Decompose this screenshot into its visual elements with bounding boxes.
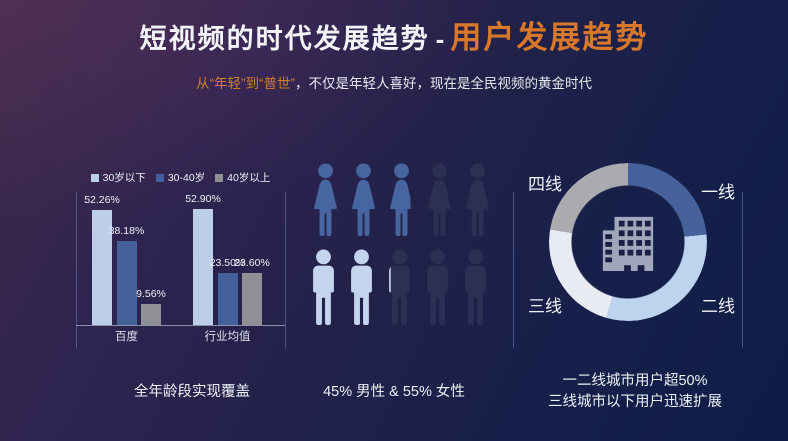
female-icon bbox=[460, 163, 495, 237]
divider bbox=[76, 192, 77, 348]
donut-label-tier4: 四线 bbox=[528, 175, 562, 194]
bar-g0-s2 bbox=[141, 304, 161, 325]
female-icon bbox=[384, 163, 419, 237]
caption-gender: 45% 男性 & 55% 女性 bbox=[323, 384, 465, 400]
category-label: 行业均值 bbox=[204, 331, 251, 343]
subtitle-accent: 从“年轻”到“普世” bbox=[196, 76, 295, 91]
bar-value-label: 52.90% bbox=[185, 192, 221, 205]
bar-g1-s2 bbox=[242, 273, 262, 325]
legend-item: 30-40岁 bbox=[155, 170, 205, 185]
female-icon bbox=[346, 163, 381, 237]
bar-g0-s1 bbox=[116, 241, 137, 325]
gender-row-male bbox=[306, 249, 493, 327]
bar-chart-legend: 30岁以下 30-40岁 40岁以上 bbox=[76, 170, 285, 185]
category-label: 百度 bbox=[115, 331, 138, 343]
divider bbox=[285, 192, 286, 348]
subtitle-rest: ，不仅是年轻人喜好，现在是全民视频的黄金时代 bbox=[294, 76, 592, 91]
title-accent: 用户发展趋势 bbox=[450, 20, 649, 55]
legend-item: 40岁以上 bbox=[215, 170, 270, 185]
female-icon bbox=[422, 163, 457, 237]
bar-value-label: 9.56% bbox=[136, 288, 166, 300]
bar-value-label: 52.26% bbox=[84, 194, 120, 206]
bar-g0-s0 bbox=[92, 210, 112, 325]
title-main: 短视频的时代发展趋势 bbox=[139, 24, 430, 54]
building-icon bbox=[602, 216, 654, 271]
divider bbox=[513, 192, 514, 348]
male-icon bbox=[420, 249, 455, 327]
male-icon bbox=[344, 249, 379, 327]
caption-city-line1: 一二线城市用户超50% bbox=[562, 373, 708, 389]
legend-swatch bbox=[155, 173, 164, 182]
gender-row-female bbox=[308, 163, 495, 237]
bar-g1-s0 bbox=[193, 208, 213, 325]
divider bbox=[742, 192, 743, 348]
donut-label-tier1: 一线 bbox=[701, 183, 735, 202]
caption-age: 全年龄段实现覆盖 bbox=[134, 384, 250, 400]
legend-swatch bbox=[215, 173, 224, 182]
bar-chart-plot: 52.26% 38.18% 9.56% 百度 52.90% 23.50% 23.60% 行业均… bbox=[76, 192, 285, 343]
caption-city-line2: 三线城市以下用户迅速扩展 bbox=[548, 394, 722, 411]
female-icon bbox=[308, 163, 343, 237]
caption-city: 一二线城市用户超50% 三线城市以下用户迅速扩展 bbox=[520, 371, 750, 413]
subtitle: 从“年轻”到“普世”，不仅是年轻人喜好，现在是全民视频的黄金时代 bbox=[0, 72, 788, 92]
title-separator: - bbox=[435, 24, 445, 54]
donut-center bbox=[549, 163, 707, 321]
legend-swatch bbox=[90, 173, 99, 182]
bar-value-label: 38.18% bbox=[108, 225, 145, 237]
page-title: 短视频的时代发展趋势 - 用户发展趋势 bbox=[0, 12, 788, 57]
donut-label-tier2: 二线 bbox=[701, 297, 735, 316]
bar-value-label: 23.50% bbox=[209, 257, 246, 270]
bar-value-label: 23.60% bbox=[234, 257, 270, 270]
legend-item: 30岁以下 bbox=[90, 170, 146, 185]
male-icon bbox=[306, 249, 341, 327]
male-icon bbox=[382, 249, 417, 327]
male-icon bbox=[458, 249, 493, 327]
bar-g1-s1 bbox=[217, 273, 238, 325]
donut-label-tier3: 三线 bbox=[528, 297, 562, 316]
